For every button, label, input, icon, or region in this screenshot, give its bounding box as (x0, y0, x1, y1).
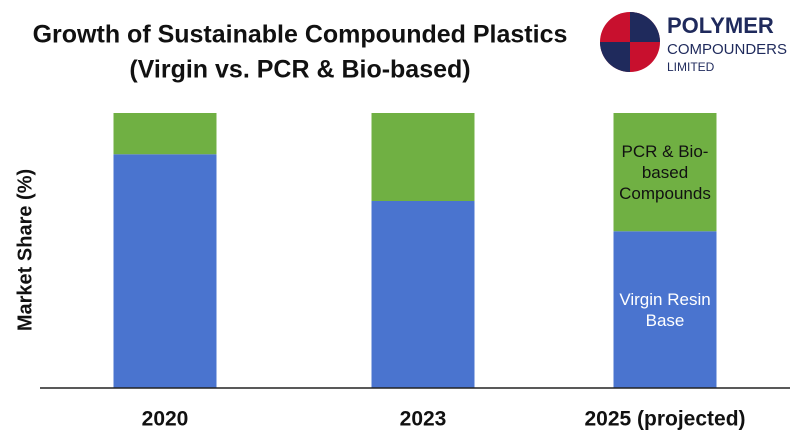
logo-quadrant (600, 42, 630, 72)
x-tick-label: 2025 (projected) (584, 408, 745, 431)
logo-quadrant (630, 12, 660, 42)
logo-line: COMPOUNDERS (667, 41, 787, 58)
x-tick-label: 2023 (400, 408, 447, 431)
chart-title: Growth of Sustainable Compounded Plastic… (33, 21, 568, 49)
bar-segment (113, 113, 217, 155)
bar-segment (613, 113, 717, 232)
bar-segment (371, 201, 475, 388)
bar-segment (613, 231, 717, 388)
bar-segment (371, 113, 475, 201)
y-axis-label: Market Share (%) (14, 169, 36, 331)
logo: POLYMER COMPOUNDERS LIMITED (600, 12, 787, 74)
segment-label-box: Virgin Resin Base (619, 289, 711, 330)
logo-line: LIMITED (667, 60, 715, 74)
x-tick-label: 2020 (142, 408, 189, 431)
bar-segment (113, 154, 217, 388)
logo-name: POLYMER (667, 13, 774, 38)
segment-label: Virgin Resin Base (619, 289, 711, 330)
segment-label: PCR & Bio-based Compounds (619, 141, 711, 203)
segment-label-box: PCR & Bio-based Compounds (619, 141, 711, 203)
chart-subtitle: (Virgin vs. PCR & Bio-based) (129, 56, 470, 84)
